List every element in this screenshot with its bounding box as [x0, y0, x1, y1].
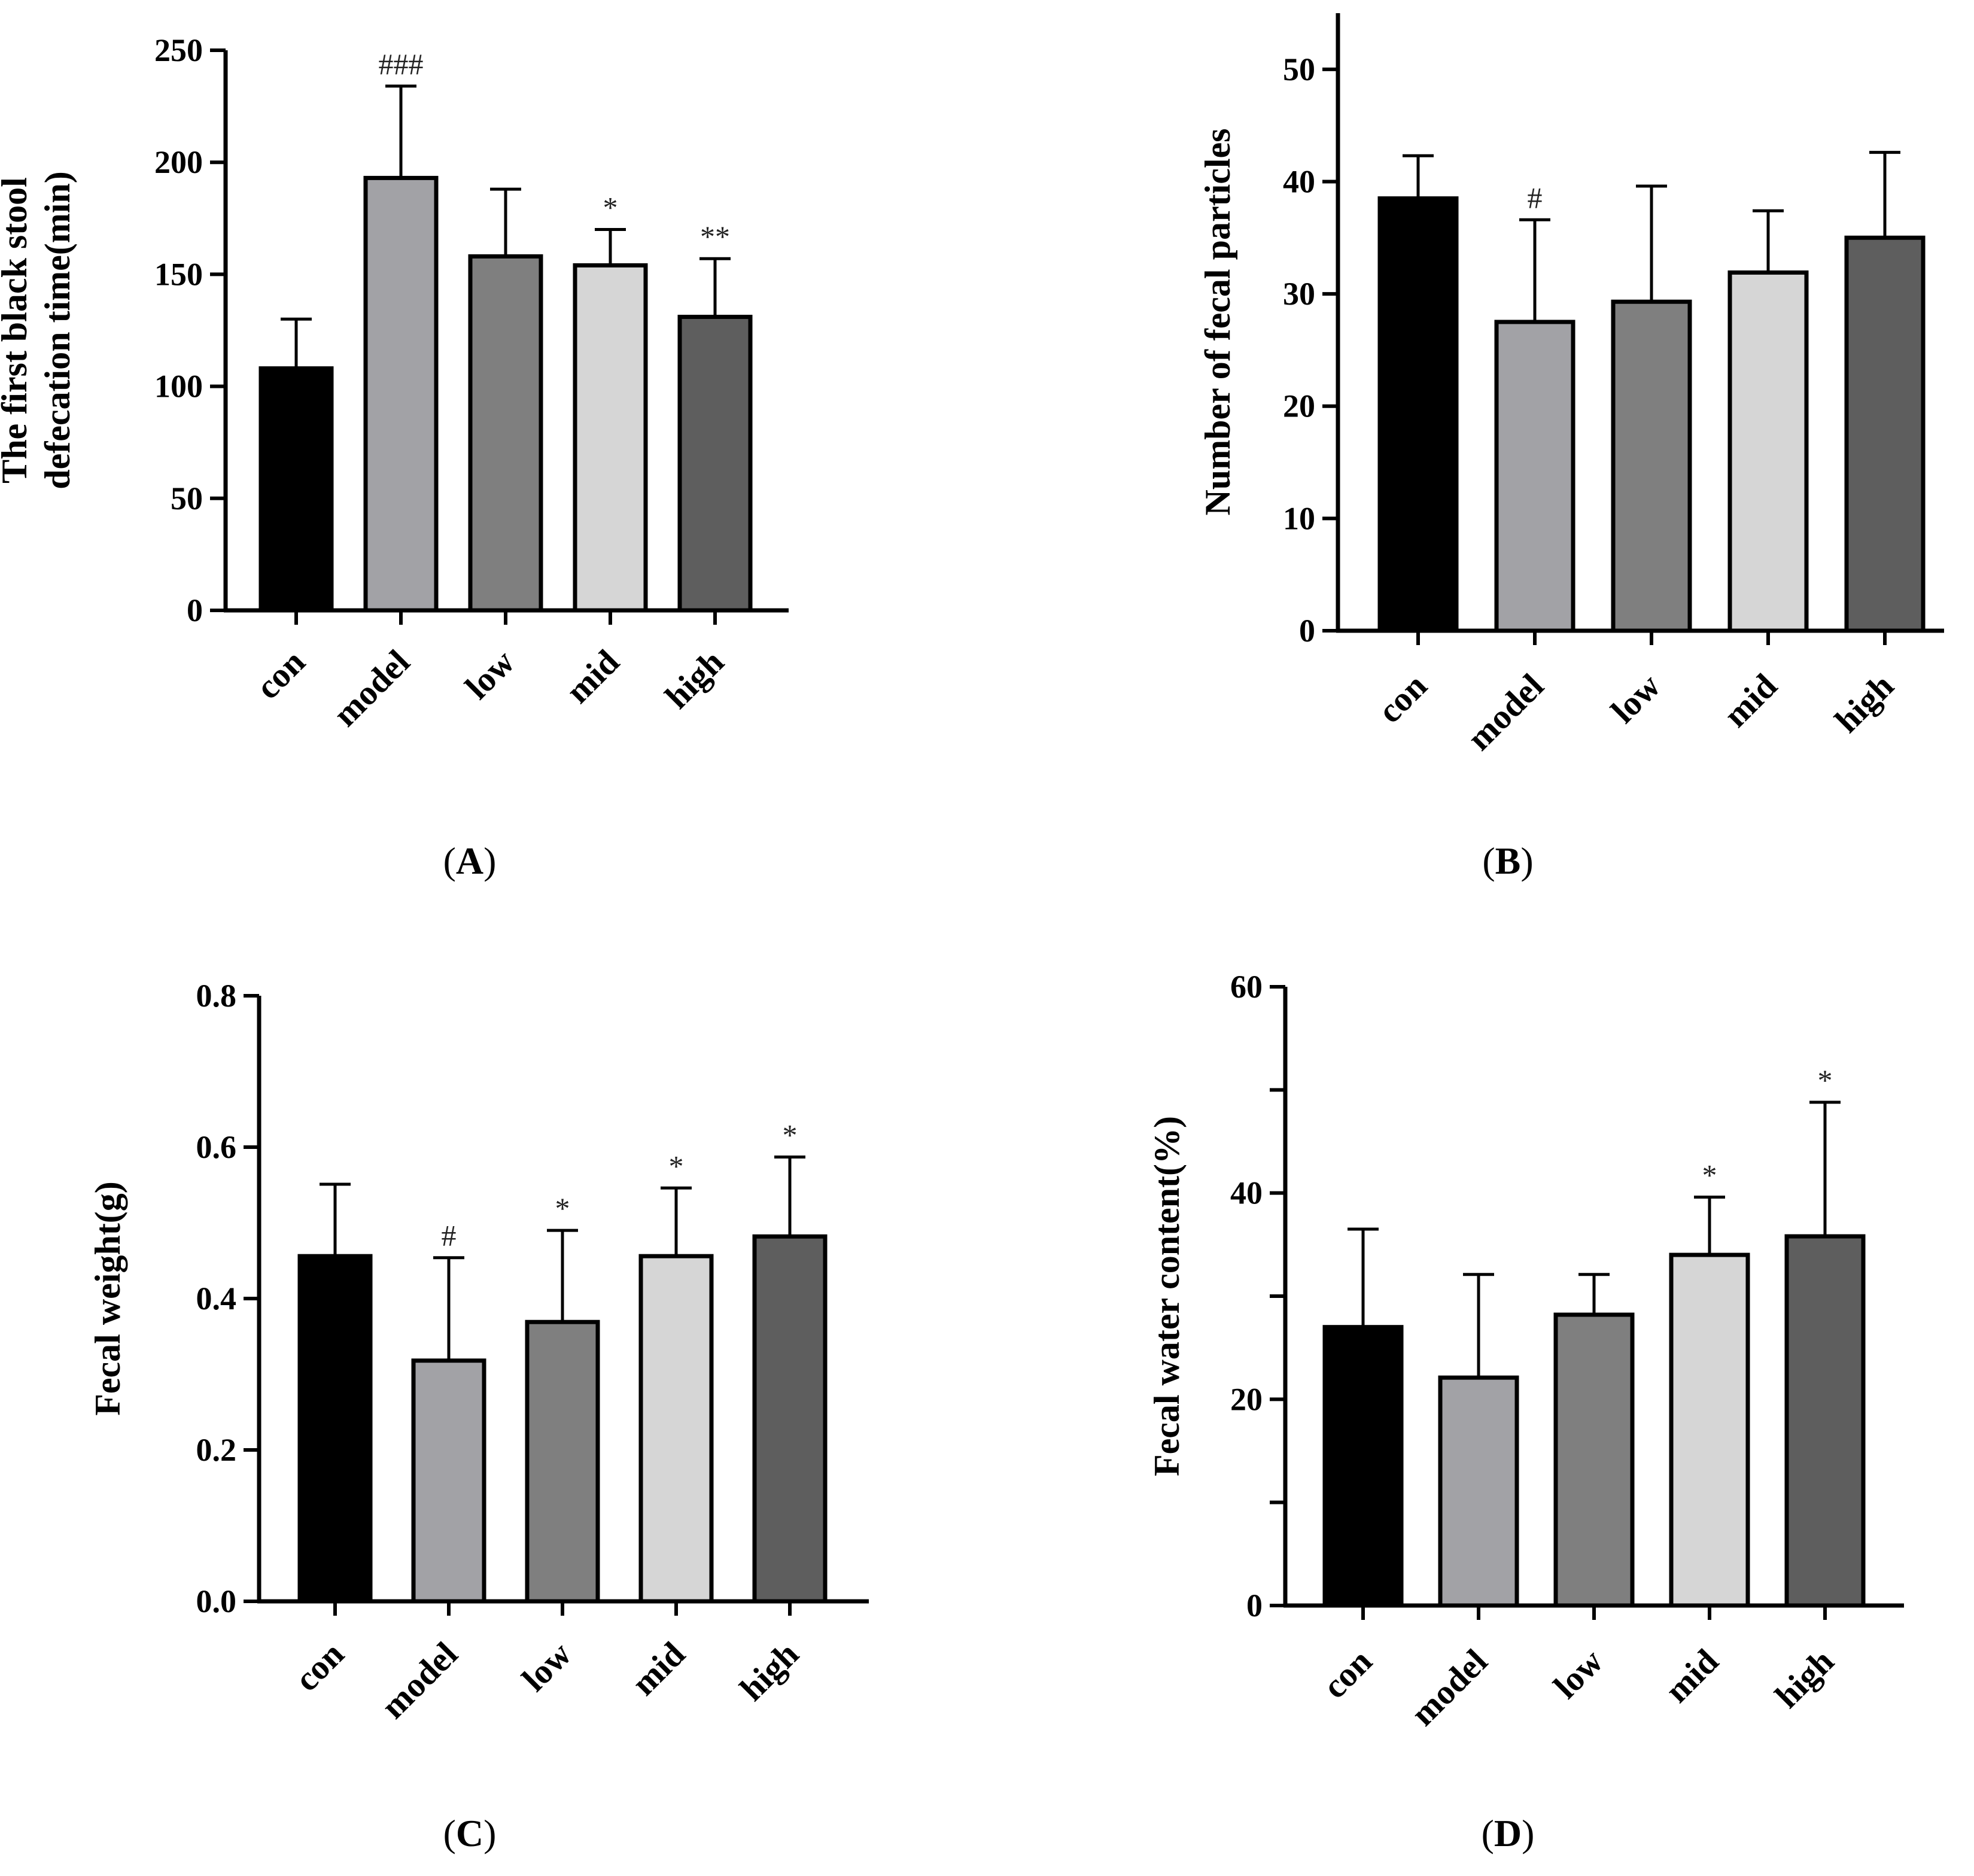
y-tick-label: 20	[1283, 388, 1315, 424]
y-tick-label: 200	[154, 144, 203, 180]
significance-mark: *	[1818, 1063, 1833, 1097]
y-tick-label: 250	[154, 32, 203, 68]
bar-con	[297, 1254, 373, 1604]
y-axis-label: Fecal water content(%)	[1147, 1116, 1187, 1476]
y-tick-label: 0.2	[196, 1432, 237, 1468]
bar-high	[752, 1234, 828, 1604]
y-tick-label: 50	[1283, 51, 1315, 87]
y-axis-label: defecation time(min)	[38, 171, 77, 489]
bar-high	[1844, 235, 1926, 633]
y-axis-label: Fecal weight(g)	[88, 1181, 127, 1416]
category-label: low	[515, 1634, 579, 1699]
bar-model	[1438, 1375, 1519, 1608]
y-tick-label: 60	[1230, 969, 1263, 1005]
category-label: high	[1827, 666, 1901, 740]
category-label: model	[373, 1634, 465, 1726]
y-tick-label: 0.0	[196, 1583, 237, 1619]
bar-low	[468, 254, 543, 613]
bar-con	[1377, 196, 1459, 633]
category-label: con	[1315, 1641, 1379, 1705]
category-label: low	[458, 642, 522, 707]
panel-d: 0 20 40 60 Fecal water content(%) con model low…	[1147, 969, 1904, 1854]
y-tick-label: 30	[1283, 276, 1315, 312]
category-label: low	[1604, 666, 1668, 731]
y-tick-label: 0	[1246, 1588, 1263, 1623]
category-label: mid	[1716, 666, 1784, 734]
y-tick-label: 0.4	[196, 1281, 237, 1316]
category-label: mid	[558, 642, 626, 710]
bar-mid	[638, 1254, 714, 1604]
y-axis-label: Number of fecal particles	[1198, 128, 1237, 515]
y-tick-label: 40	[1230, 1175, 1263, 1211]
bar-low	[1611, 299, 1692, 633]
bar-mid	[1727, 270, 1809, 633]
significance-mark: #	[442, 1219, 457, 1252]
y-tick-label: 0.6	[196, 1129, 237, 1165]
category-label: model	[326, 642, 417, 734]
significance-mark: *	[669, 1149, 684, 1182]
y-tick-label: 50	[171, 481, 203, 516]
category-label: high	[1768, 1641, 1841, 1715]
panel-label: (B)	[1482, 840, 1533, 882]
category-label: high	[732, 1634, 806, 1708]
significance-mark: *	[783, 1118, 798, 1151]
category-label: mid	[1657, 1641, 1726, 1710]
y-axis-label: The first black stool	[0, 177, 34, 484]
significance-mark: ###	[379, 47, 424, 81]
y-tick-label: 0	[1299, 613, 1315, 649]
category-label: con	[287, 1634, 351, 1698]
panel-a: 0 50 100 150 200 250 The first black stool defe…	[0, 32, 789, 882]
y-tick-label: 150	[154, 256, 203, 292]
panel-label: (C)	[443, 1812, 497, 1854]
category-label: model	[1403, 1641, 1495, 1733]
category-label: mid	[624, 1634, 692, 1702]
bar-con	[258, 366, 334, 613]
bar-mid	[573, 263, 648, 613]
bar-model	[363, 175, 439, 613]
y-tick-label: 40	[1283, 163, 1315, 199]
category-label: high	[658, 642, 731, 716]
category-label: con	[1370, 666, 1434, 730]
significance-mark: *	[555, 1191, 570, 1225]
category-label: model	[1459, 666, 1551, 758]
panel-label: (A)	[443, 840, 497, 882]
bar-model	[1494, 320, 1575, 633]
panel-b: 0 10 20 30 40 50 Number of fecal particles con #…	[1198, 13, 1944, 882]
bar-model	[411, 1358, 486, 1604]
bar-mid	[1669, 1252, 1750, 1608]
panel-label: (D)	[1482, 1812, 1535, 1854]
category-label: con	[248, 642, 312, 706]
bar-con	[1322, 1325, 1404, 1608]
significance-mark: *	[603, 191, 618, 224]
significance-mark: #	[1528, 181, 1543, 214]
category-label: low	[1546, 1641, 1611, 1706]
bar-low	[1553, 1312, 1635, 1608]
bar-high	[677, 315, 753, 613]
bar-low	[525, 1319, 600, 1604]
y-tick-label: 10	[1283, 500, 1315, 536]
y-tick-label: 0.8	[196, 978, 237, 1014]
y-tick-label: 100	[154, 369, 203, 405]
y-tick-label: 0	[187, 592, 203, 628]
significance-mark: **	[700, 220, 730, 253]
bar-high	[1784, 1234, 1866, 1608]
significance-mark: *	[1702, 1159, 1717, 1192]
panel-c: 0.0 0.2 0.4 0.6 0.8 Fecal weight(g) con # model *…	[88, 978, 869, 1854]
y-tick-label: 20	[1230, 1381, 1263, 1417]
